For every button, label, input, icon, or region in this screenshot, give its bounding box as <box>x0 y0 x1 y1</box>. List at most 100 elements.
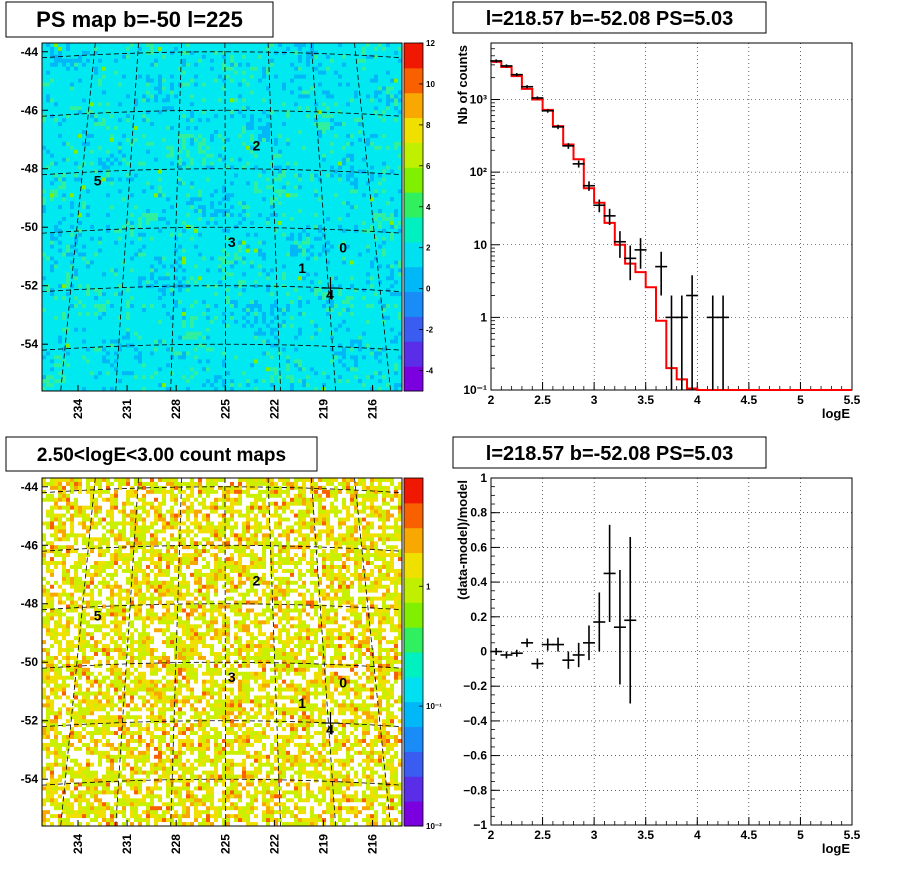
colorbar-tick-label-0: 12 <box>426 39 435 48</box>
grid-line-l-0 <box>60 42 96 392</box>
colorbar-band-5 <box>404 676 423 703</box>
colorbar-band-0 <box>404 801 423 827</box>
colorbar-band-9 <box>404 142 423 168</box>
y-tick-label-4: 0.2 <box>470 610 487 624</box>
colorbar-tick-label-8: -4 <box>426 367 434 376</box>
count-map-frame <box>41 477 403 827</box>
y-tick-label-1: 0.8 <box>470 506 487 520</box>
colorbar-band-4 <box>404 266 423 293</box>
grid-line-l-5 <box>310 42 336 392</box>
x-tick-label-1: 2.5 <box>534 393 551 407</box>
x-tick-label-2: 228 <box>169 399 183 419</box>
colorbar-band-11 <box>404 527 423 554</box>
count-map-heatmap <box>41 477 403 827</box>
y-tick-label-0: -44 <box>21 480 39 494</box>
x-tick-label-3: 225 <box>218 834 232 854</box>
grid-line-b-4 <box>41 720 403 728</box>
colorbar-band-1 <box>404 776 423 802</box>
x-tick-label-4: 4 <box>694 828 701 842</box>
spectrum-plot-area: 2 2.5 3 3.5 4 4.5 5 5.5 10⁻¹ 1 10 10² 10³ logE Nb of c… <box>455 42 861 421</box>
y-tick-label-6: −0.2 <box>463 679 487 693</box>
colorbar-band-13 <box>404 478 423 504</box>
colorbar-tick-label-0: 1 <box>426 582 431 591</box>
source-label-3: 3 <box>228 234 236 250</box>
grid-line-l-2 <box>170 42 183 392</box>
grid-line-b-0 <box>41 486 403 494</box>
residuals-plot-area: 2 2.5 3 3.5 4 4.5 5 5.5 1 0.8 0.6 0.4 0.2 0 −0.2 −0.4 −0… <box>455 471 861 856</box>
colorbar-band-12 <box>404 67 423 94</box>
ps-map-colorbar: 12 10 8 6 4 2 0 -2 -4 <box>403 39 435 392</box>
grid-line-l-4 <box>267 42 281 392</box>
y-tick-label-3: 0.4 <box>470 575 487 589</box>
residuals-title-box <box>452 436 767 469</box>
y-tick-label-2: 0.6 <box>470 540 487 554</box>
colorbar-frame <box>403 42 424 392</box>
y-tick-label-4: -52 <box>21 279 39 293</box>
grid-line-l-6 <box>354 477 391 827</box>
colorbar-tick-label-3: 6 <box>426 162 431 171</box>
grid-line-b-1 <box>41 109 403 117</box>
colorbar-tick-label-2: 10⁻² <box>426 822 442 831</box>
colorbar-tick-label-7: -2 <box>426 326 434 335</box>
colorbar-band-8 <box>404 167 423 193</box>
ps-map-heatmap <box>41 42 403 392</box>
spectrum-title: l=218.57 b=-52.08 PS=5.03 <box>486 8 733 30</box>
colorbar-band-3 <box>404 726 423 752</box>
source-label-1: 1 <box>298 695 306 711</box>
ps-map-frame <box>41 42 403 392</box>
grid-line-b-1 <box>41 544 403 552</box>
colorbar-band-8 <box>404 602 423 628</box>
residuals-title: l=218.57 b=-52.08 PS=5.03 <box>486 443 733 465</box>
x-tick-label-2: 228 <box>169 834 183 854</box>
colorbar-tick-label-6: 0 <box>426 285 431 294</box>
colorbar-band-0 <box>404 366 423 392</box>
x-tick-label-3: 3.5 <box>637 828 654 842</box>
x-tick-label-1: 2.5 <box>534 828 551 842</box>
count-map-panel: 2.50<logE<3.00 count maps 0 1 234 5 -44 -46 -… <box>5 436 442 854</box>
source-label-1: 1 <box>298 260 306 276</box>
y-tick-label-0: 1 <box>480 471 487 485</box>
y-tick-label-10: −1 <box>473 818 487 832</box>
x-tick-label-6: 216 <box>366 834 380 854</box>
grid-line-l-0 <box>60 477 96 827</box>
x-tick-label-5: 4.5 <box>741 393 758 407</box>
spectrum-title-box <box>452 1 767 34</box>
ps-map-source-labels: 012345 <box>94 137 347 302</box>
grid-line-l-1 <box>115 42 139 392</box>
x-tick-label-3: 3.5 <box>637 393 654 407</box>
residuals-panel: l=218.57 b=-52.08 PS=5.03 2 2.5 3 3.5 4 4.5 5 5… <box>452 436 861 856</box>
ps-map-coordinate-grid <box>41 42 403 392</box>
source-label-3: 3 <box>228 669 236 685</box>
colorbar-band-1 <box>404 341 423 367</box>
y-tick-label-0: 10⁻¹ <box>463 383 487 397</box>
y-tick-label-4: -52 <box>21 714 39 728</box>
grid-line-l-4 <box>267 477 281 827</box>
y-tick-label-1: 1 <box>480 310 487 324</box>
count-map-coordinate-grid <box>41 477 403 827</box>
y-tick-label-2: 10 <box>474 238 488 252</box>
x-axis-label: logE <box>822 841 850 856</box>
x-tick-label-2: 3 <box>591 828 598 842</box>
colorbar-band-3 <box>404 291 423 317</box>
y-tick-label-1: -46 <box>21 103 39 117</box>
colorbar-band-5 <box>404 241 423 268</box>
grid-line-b-2 <box>41 168 403 176</box>
colorbar-band-9 <box>404 577 423 603</box>
colorbar-band-7 <box>404 192 423 218</box>
y-tick-label-9: −0.8 <box>463 783 487 797</box>
count-map-pixel-cells <box>42 478 403 827</box>
y-tick-label-1: -46 <box>21 538 39 552</box>
x-tick-label-4: 222 <box>267 399 281 419</box>
count-map-colorbar: 1 10⁻¹ 10⁻² <box>403 477 442 831</box>
grid-line-l-5 <box>310 477 336 827</box>
y-tick-label-5: -54 <box>21 772 39 786</box>
ps-map-pixel-cells <box>42 43 403 392</box>
colorbar-band-2 <box>404 751 423 777</box>
x-tick-label-5: 219 <box>316 834 330 854</box>
grid-line-l-3 <box>224 42 227 392</box>
x-tick-label-5: 219 <box>316 399 330 419</box>
colorbar-band-10 <box>404 552 423 578</box>
colorbar-tick-label-1: 10 <box>426 80 435 89</box>
ps-map-title-box <box>5 1 274 38</box>
